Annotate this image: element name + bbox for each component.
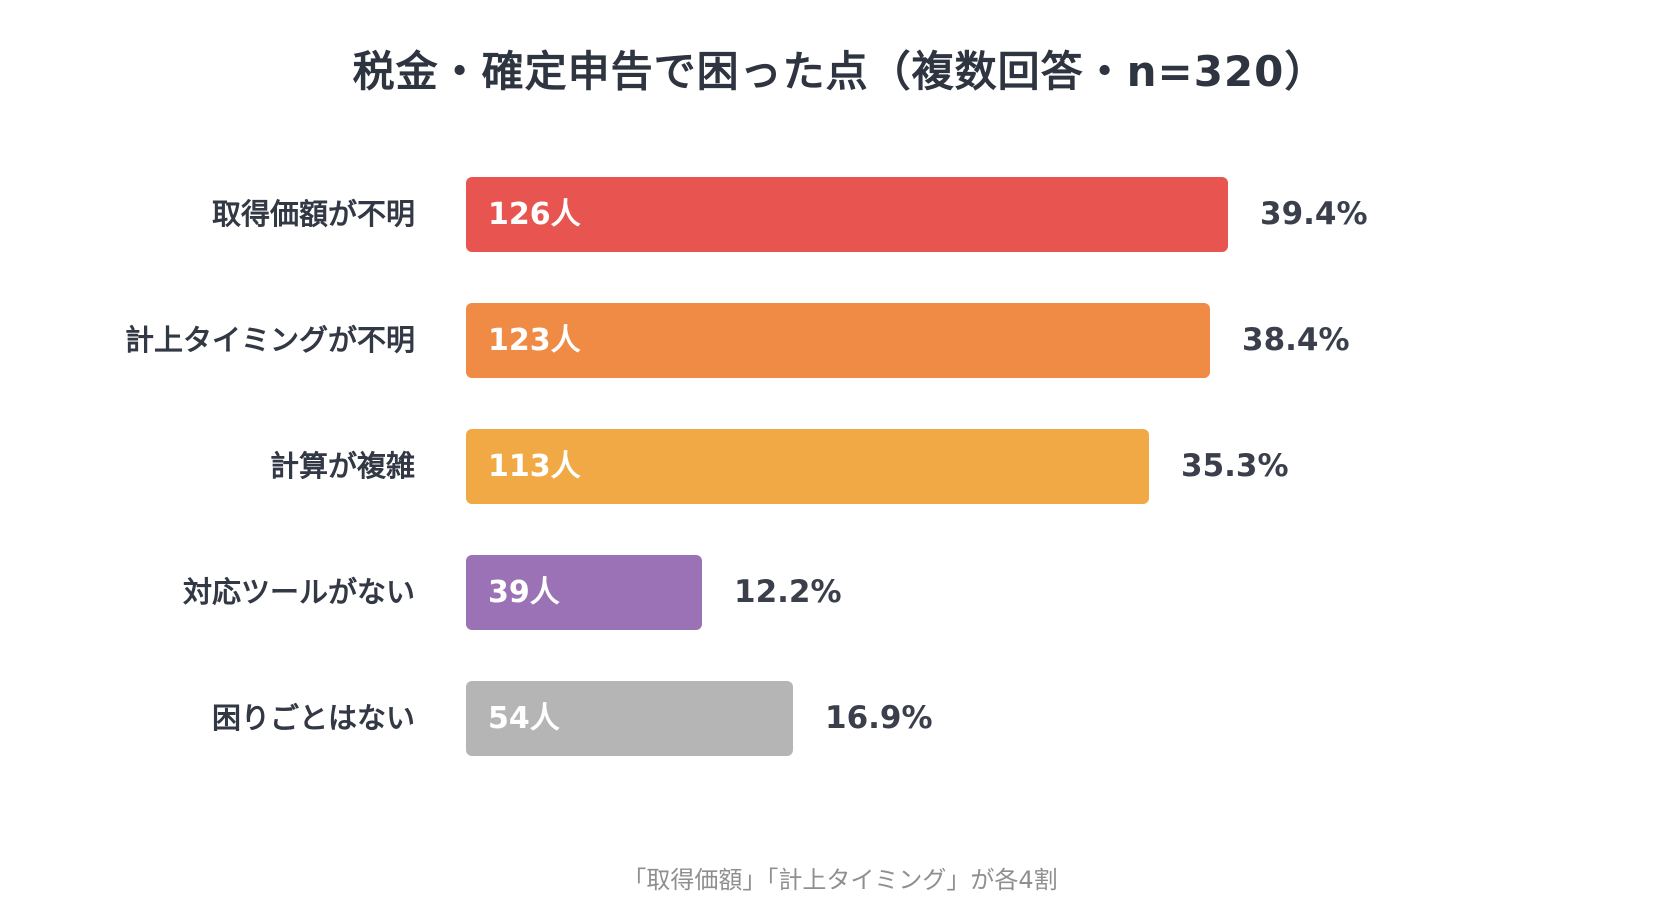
percent-label: 39.4%: [1260, 196, 1368, 232]
percent-label: 16.9%: [825, 700, 933, 736]
bar-value-label: 126人: [488, 197, 581, 232]
percent-label: 12.2%: [734, 574, 842, 610]
percent-label: 38.4%: [1242, 322, 1350, 358]
bar: 113人: [466, 429, 1149, 504]
category-label: 対応ツールがない: [182, 575, 415, 609]
chart-title: 税金・確定申告で困った点（複数回答・n=320）: [352, 47, 1328, 96]
bar: 54人: [466, 681, 793, 756]
chart-footnote: 「取得価額」「計上タイミング」が各4割: [622, 866, 1058, 894]
bar-value-label: 54人: [488, 701, 560, 736]
bar-value-label: 113人: [488, 449, 581, 484]
category-label: 取得価額が不明: [211, 197, 415, 231]
category-label: 計上タイミングが不明: [124, 323, 415, 357]
bar: 123人: [466, 303, 1210, 378]
bar-value-label: 39人: [488, 575, 560, 610]
percent-label: 35.3%: [1181, 448, 1289, 484]
category-label: 計算が複雑: [269, 449, 415, 483]
bar: 39人: [466, 555, 702, 630]
bar: 126人: [466, 177, 1228, 252]
category-label: 困りごとはない: [211, 701, 415, 735]
bar-value-label: 123人: [488, 323, 581, 358]
